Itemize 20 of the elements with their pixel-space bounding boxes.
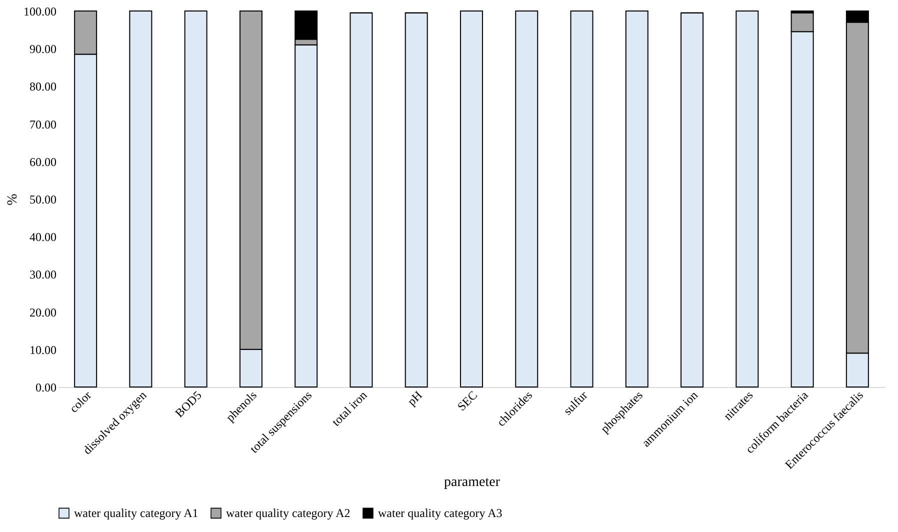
y-tick-label: 30.00: [30, 268, 56, 282]
y-tick-label: 50.00: [30, 192, 56, 206]
x-tick-label: color: [66, 388, 94, 416]
legend-label: water quality category A3: [378, 506, 502, 520]
x-axis-title: parameter: [444, 475, 500, 490]
legend-label: water quality category A1: [74, 506, 198, 520]
y-tick-label: 80.00: [30, 80, 56, 94]
y-tick-label: 60.00: [30, 154, 56, 169]
x-tick-label: SEC: [454, 388, 480, 414]
legend-label: water quality category A2: [226, 506, 350, 520]
y-tick-label: 10.00: [30, 342, 56, 357]
x-tick-label: pH: [404, 388, 426, 408]
y-axis-title: %: [6, 193, 20, 206]
y-tick-label: 100.00: [24, 4, 56, 18]
y-tick-label: 90.00: [30, 42, 56, 56]
y-tick-label: 70.00: [30, 117, 56, 132]
y-tick-label: 20.00: [30, 305, 56, 320]
y-tick-label: 40.00: [30, 230, 56, 244]
y-tick-label: 0.00: [36, 380, 56, 394]
x-tick-label: total iron: [328, 388, 370, 429]
